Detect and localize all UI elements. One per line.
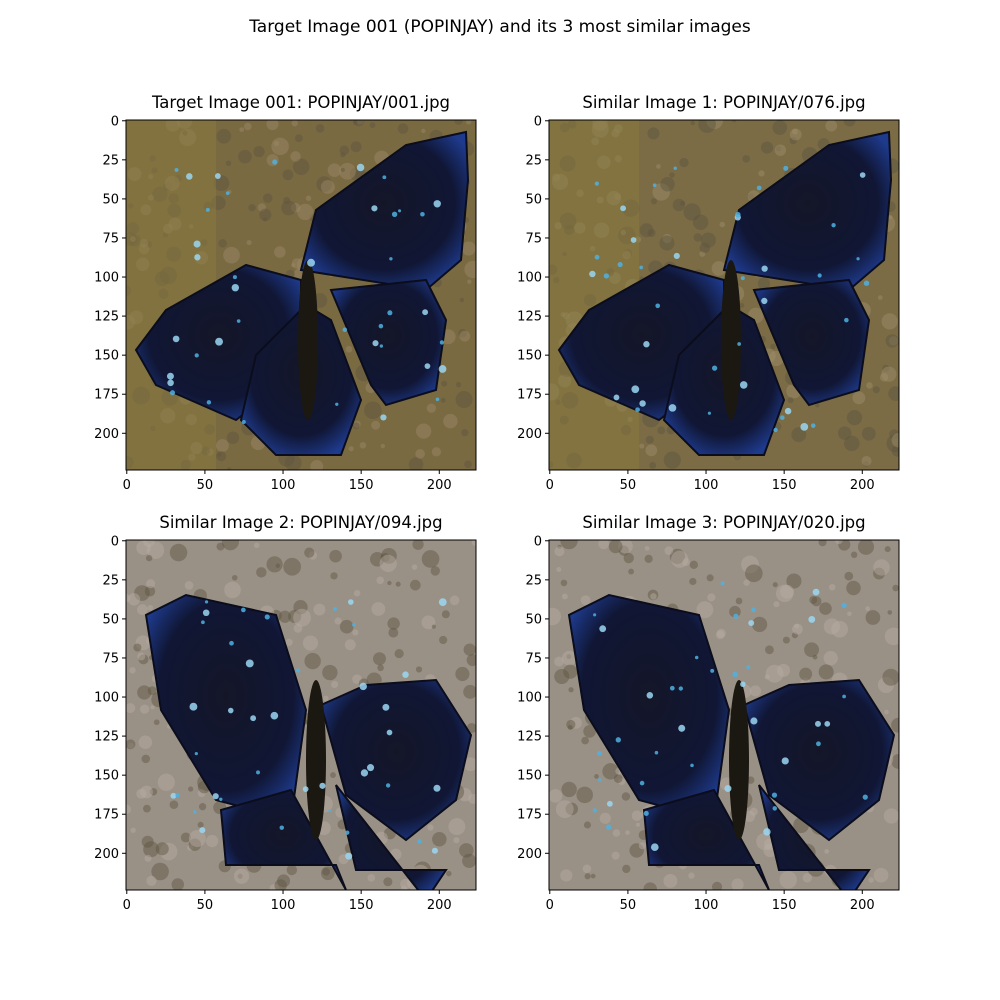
y-tick-label: 175 bbox=[517, 388, 542, 403]
y-tick-label: 150 bbox=[94, 349, 119, 364]
y-tick-label: 50 bbox=[102, 612, 119, 627]
y-tick-label: 175 bbox=[94, 388, 119, 403]
y-tick-label: 125 bbox=[517, 730, 542, 745]
axes-frame bbox=[125, 539, 477, 891]
image-panel-similar-3: Similar Image 3: POPINJAY/020.jpg 0 25 50 7… bbox=[517, 513, 900, 913]
x-tick-label: 100 bbox=[694, 478, 719, 493]
x-tick-label: 0 bbox=[546, 898, 554, 913]
y-tick-label: 75 bbox=[102, 651, 119, 666]
y-tick-label: 0 bbox=[534, 534, 542, 549]
y-tick-label: 200 bbox=[94, 847, 119, 862]
panel-title: Similar Image 1: POPINJAY/076.jpg bbox=[582, 93, 866, 112]
y-tick-label: 200 bbox=[517, 427, 542, 442]
y-tick-label: 125 bbox=[517, 310, 542, 325]
image-panel-similar-2: Similar Image 2: POPINJAY/094.jpg 0 25 50 7… bbox=[94, 513, 477, 913]
y-tick-label: 25 bbox=[102, 573, 119, 588]
x-tick-label: 150 bbox=[772, 898, 797, 913]
y-tick-label: 200 bbox=[517, 847, 542, 862]
y-tick-label: 50 bbox=[102, 192, 119, 207]
y-tick-label: 50 bbox=[525, 192, 542, 207]
panel-title: Target Image 001: POPINJAY/001.jpg bbox=[151, 93, 451, 112]
x-tick-label: 150 bbox=[349, 478, 374, 493]
y-tick-label: 25 bbox=[525, 153, 542, 168]
axes-frame bbox=[125, 119, 477, 471]
x-tick-label: 100 bbox=[271, 898, 296, 913]
x-tick-label: 50 bbox=[620, 898, 637, 913]
y-tick-label: 175 bbox=[517, 808, 542, 823]
x-tick-label: 50 bbox=[197, 478, 214, 493]
y-tick-label: 75 bbox=[525, 651, 542, 666]
y-tick-label: 175 bbox=[94, 808, 119, 823]
y-tick-label: 50 bbox=[525, 612, 542, 627]
image-axes: 0 25 50 75 100 125 150 175 200 0 50 100 150 200 bbox=[94, 114, 477, 493]
y-tick-label: 0 bbox=[534, 114, 542, 129]
y-tick-label: 100 bbox=[517, 691, 542, 706]
x-tick-label: 200 bbox=[850, 898, 875, 913]
y-tick-label: 200 bbox=[94, 427, 119, 442]
y-tick-label: 150 bbox=[517, 349, 542, 364]
y-tick-label: 125 bbox=[94, 310, 119, 325]
y-tick-label: 75 bbox=[525, 231, 542, 246]
x-tick-label: 50 bbox=[197, 898, 214, 913]
x-tick-label: 200 bbox=[850, 478, 875, 493]
figure-title: Target Image 001 (POPINJAY) and its 3 mo… bbox=[249, 17, 751, 37]
y-tick-label: 125 bbox=[94, 730, 119, 745]
image-axes: 0 25 50 75 100 125 150 175 200 0 50 100 150 200 bbox=[517, 534, 900, 913]
butterfly-photo bbox=[549, 540, 899, 890]
y-tick-label: 100 bbox=[94, 691, 119, 706]
image-panel-target: Target Image 001: POPINJAY/001.jpg 0 25 50… bbox=[94, 93, 477, 493]
y-tick-label: 100 bbox=[517, 271, 542, 286]
y-tick-label: 0 bbox=[111, 534, 119, 549]
axes-frame bbox=[548, 539, 900, 891]
image-axes: 0 25 50 75 100 125 150 175 200 0 50 100 150 200 bbox=[517, 114, 900, 493]
panel-title: Similar Image 3: POPINJAY/020.jpg bbox=[582, 513, 866, 532]
x-tick-label: 150 bbox=[772, 478, 797, 493]
x-tick-label: 50 bbox=[620, 478, 637, 493]
y-tick-label: 100 bbox=[94, 271, 119, 286]
axes-frame bbox=[548, 119, 900, 471]
butterfly-photo bbox=[126, 120, 476, 470]
x-tick-label: 200 bbox=[427, 898, 452, 913]
x-tick-label: 100 bbox=[271, 478, 296, 493]
y-tick-label: 0 bbox=[111, 114, 119, 129]
y-tick-label: 150 bbox=[517, 769, 542, 784]
y-tick-label: 25 bbox=[525, 573, 542, 588]
x-tick-label: 150 bbox=[349, 898, 374, 913]
y-tick-label: 150 bbox=[94, 769, 119, 784]
x-tick-label: 0 bbox=[123, 478, 131, 493]
y-tick-label: 25 bbox=[102, 153, 119, 168]
x-tick-label: 200 bbox=[427, 478, 452, 493]
image-panel-similar-1: Similar Image 1: POPINJAY/076.jpg 0 25 50 7… bbox=[517, 93, 900, 493]
image-axes: 0 25 50 75 100 125 150 175 200 0 50 100 150 200 bbox=[94, 534, 477, 913]
x-tick-label: 0 bbox=[123, 898, 131, 913]
butterfly-photo bbox=[126, 540, 476, 890]
y-tick-label: 75 bbox=[102, 231, 119, 246]
panel-title: Similar Image 2: POPINJAY/094.jpg bbox=[159, 513, 443, 532]
x-tick-label: 0 bbox=[546, 478, 554, 493]
x-tick-label: 100 bbox=[694, 898, 719, 913]
butterfly-photo bbox=[549, 120, 899, 470]
